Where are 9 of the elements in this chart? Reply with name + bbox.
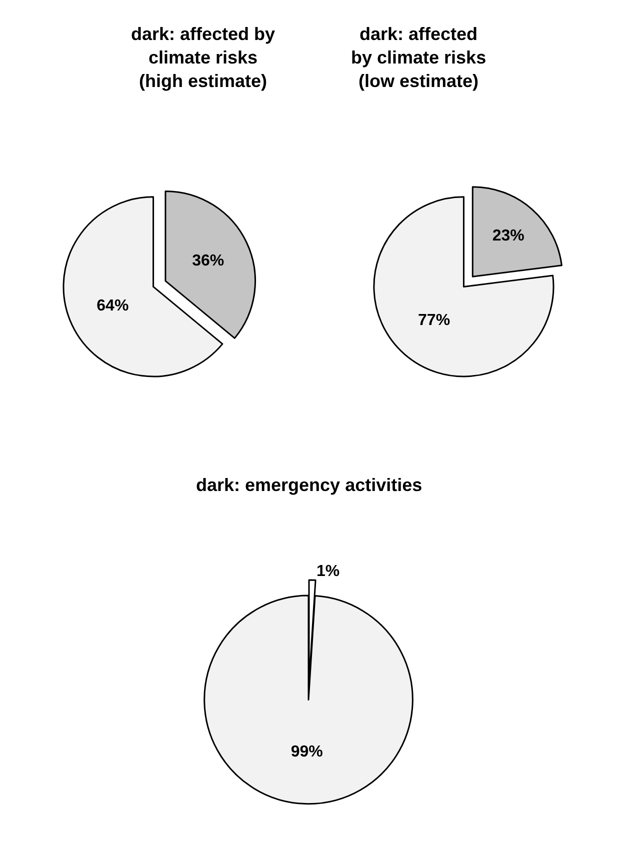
chart-title: dark: affected by climate risks (low estimate) — [351, 24, 486, 91]
data-label: 36% — [192, 252, 224, 270]
data-label: 99% — [290, 743, 323, 760]
data-label: 1% — [316, 563, 340, 580]
data-label: 23% — [492, 228, 524, 245]
data-label: 64% — [96, 297, 129, 314]
chart-title: dark: affected by climate risks (high estimate) — [131, 24, 276, 91]
chart-title: dark: emergency activities — [196, 475, 422, 495]
data-label: 77% — [418, 312, 450, 329]
